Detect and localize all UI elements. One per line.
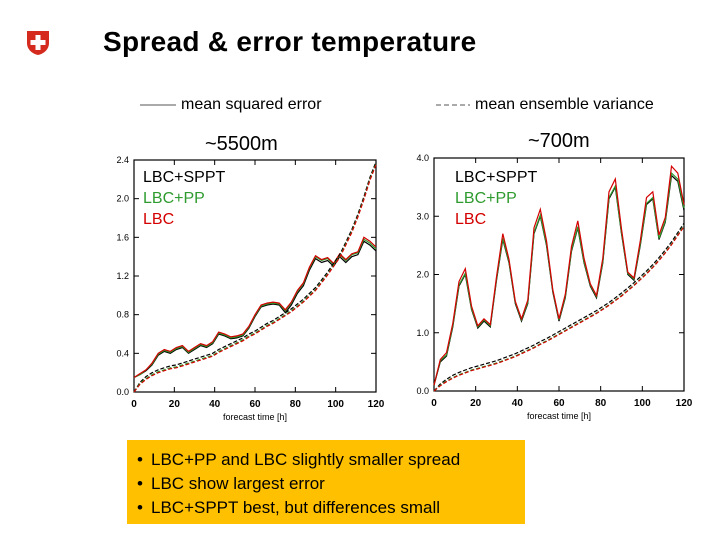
x-tick-label: 100	[634, 398, 651, 409]
legend-solid: mean squared error	[140, 96, 322, 114]
series-line-lbc-var	[433, 226, 685, 392]
series-line-lbc-var	[133, 164, 377, 393]
chart-1-title: ~5500m	[205, 133, 278, 155]
swiss-cross-logo	[27, 31, 49, 55]
y-tick-label: 0.0	[416, 386, 429, 396]
chart-5500m: 0.0 0.4 0.8 1.2 1.6 2.0 2.4 0 20 40 60 80 100 120 fore…	[116, 155, 385, 422]
series-line-lbc-sppt-var	[433, 222, 685, 392]
y-tick-label: 2.0	[416, 270, 429, 280]
series-label-lbc-pp: LBC+PP	[455, 190, 517, 207]
page-title: Spread & error temperature	[103, 26, 477, 57]
y-tick-label: 3.0	[416, 211, 429, 221]
x-tick-label: 0	[131, 399, 137, 410]
y-tick-label: 1.6	[116, 232, 129, 242]
x-tick-label: 0	[431, 398, 437, 409]
series-label-lbc-pp: LBC+PP	[143, 190, 205, 207]
series-line-lbc-sppt-var	[133, 161, 377, 393]
y-tick-label: 2.4	[116, 155, 129, 165]
series-label-lbc-sppt: LBC+SPPT	[143, 169, 226, 186]
x-tick-label: 40	[209, 399, 221, 410]
chart-700m: 0.0 1.0 2.0 3.0 4.0 0 20 40 60 80 100 120 forecast t…	[416, 153, 693, 421]
legend-solid-label: mean squared error	[181, 96, 322, 113]
x-tick-label: 60	[553, 398, 565, 409]
note-item: LBC+SPPT best, but differences small	[137, 496, 525, 520]
series-line-lbc-mse	[433, 164, 685, 386]
series-label-lbc: LBC	[455, 211, 487, 228]
series-line-lbc-pp-var	[133, 163, 377, 393]
series-label-lbc-sppt: LBC+SPPT	[455, 169, 538, 186]
series-line-lbc-pp-mse	[133, 238, 377, 379]
note-item: LBC show largest error	[137, 472, 525, 496]
series-line-lbc-mse	[133, 236, 377, 379]
legend-solid-swatch	[140, 104, 176, 106]
y-tick-label: 1.0	[416, 328, 429, 338]
x-tick-label: 120	[368, 399, 385, 410]
x-tick-label: 20	[169, 399, 181, 410]
y-tick-label: 0.8	[116, 310, 129, 320]
x-tick-label: 100	[327, 399, 344, 410]
x-tick-label: 40	[512, 398, 524, 409]
legend-dashed-swatch	[436, 104, 470, 106]
x-axis-label: forecast time [h]	[223, 412, 287, 422]
series-line-lbc-sppt-mse	[133, 240, 377, 379]
x-tick-label: 60	[249, 399, 261, 410]
legend-dashed: mean ensemble variance	[436, 96, 654, 114]
chart-2-title: ~700m	[528, 130, 590, 152]
y-tick-label: 4.0	[416, 153, 429, 163]
y-tick-label: 1.2	[116, 271, 129, 281]
x-tick-label: 20	[470, 398, 482, 409]
x-axis-label: forecast time [h]	[527, 411, 591, 421]
summary-note: LBC+PP and LBC slightly smaller spread L…	[127, 440, 525, 524]
y-tick-label: 2.0	[116, 194, 129, 204]
chart-2-series-labels: LBC+SPPT LBC+PP LBC	[455, 167, 537, 230]
chart-1-series-labels: LBC+SPPT LBC+PP LBC	[143, 167, 225, 230]
y-tick-label: 0.0	[116, 387, 129, 397]
x-tick-label: 80	[290, 399, 302, 410]
x-tick-label: 80	[595, 398, 607, 409]
x-tick-label: 120	[676, 398, 693, 409]
series-label-lbc: LBC	[143, 211, 175, 228]
note-item: LBC+PP and LBC slightly smaller spread	[137, 448, 525, 472]
legend-dashed-label: mean ensemble variance	[475, 96, 654, 113]
y-tick-label: 0.4	[116, 348, 129, 358]
